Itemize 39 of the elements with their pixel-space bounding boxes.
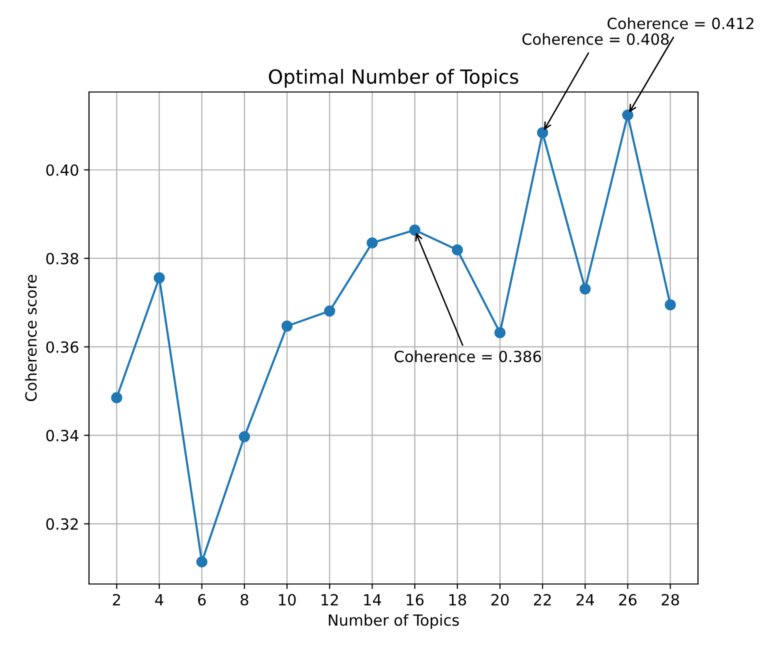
x-tick-label: 18	[449, 594, 466, 606]
point	[537, 127, 548, 138]
x-tick-label: 10	[278, 594, 296, 606]
y-tick-label: 0.38	[46, 252, 78, 264]
point	[664, 299, 676, 310]
point	[580, 283, 591, 294]
x-tick-label: 12	[322, 594, 338, 606]
annotation: Coherence = 0.408	[522, 33, 669, 45]
point	[409, 224, 420, 236]
point	[452, 244, 463, 256]
annotation: Coherence = 0.412	[608, 17, 754, 30]
x-tick-label: 24	[576, 594, 594, 606]
point	[154, 272, 165, 284]
x-axis-title: Number of Topics	[328, 614, 459, 629]
x-tick-label: 8	[240, 594, 248, 606]
x-tick-label: 16	[406, 594, 424, 606]
point	[281, 320, 293, 332]
x-tick-label: 14	[364, 594, 382, 606]
point	[111, 392, 122, 404]
x-tick-label: 26	[619, 594, 636, 606]
point	[196, 556, 208, 568]
annotation: Coherence = 0.386	[394, 350, 541, 362]
y-tick-label: 0.36	[46, 341, 78, 353]
x-tick-label: 20	[491, 594, 509, 606]
point	[366, 237, 378, 248]
point	[494, 327, 506, 338]
x-tick-label: 28	[662, 594, 679, 606]
y-tick-label: 0.40	[46, 164, 78, 176]
x-tick-label: 2	[112, 594, 120, 606]
y-tick-label: 0.32	[46, 518, 78, 530]
point	[238, 431, 250, 442]
point	[324, 305, 336, 317]
point	[622, 109, 634, 121]
x-tick-label: 4	[155, 594, 164, 606]
x-tick-label: 22	[534, 594, 551, 606]
x-tick-label: 6	[198, 594, 206, 606]
y-tick-label: 0.34	[46, 430, 78, 442]
chart-title: Optimal Number of Topics	[268, 68, 518, 88]
y-axis-title: Coherence score	[24, 274, 37, 402]
